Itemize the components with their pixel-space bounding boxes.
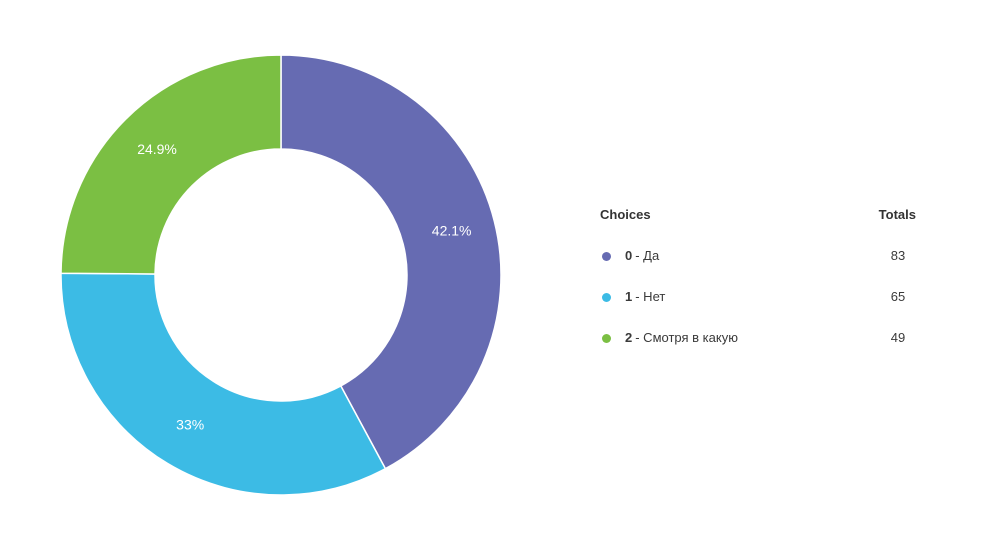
legend-item-label: 0- Да [625, 247, 868, 265]
legend-item-total: 83 [890, 248, 906, 263]
legend-header-choices: Choices [600, 207, 651, 222]
legend-dot-icon [602, 333, 611, 343]
donut-slice-1[interactable] [60, 272, 387, 496]
legend-item-total: 49 [890, 330, 906, 345]
donut-slice-2[interactable] [60, 54, 282, 275]
legend-item-text: - Смотря в какую [635, 330, 738, 345]
slice-percent-label-0: 42.1% [432, 223, 472, 239]
slice-percent-label-1: 33% [176, 416, 204, 432]
legend-item-total: 65 [890, 289, 906, 304]
legend-item-text: - Да [635, 248, 660, 263]
legend-header: Choices Totals [600, 206, 930, 224]
legend: Choices Totals 0- Да 83 1- Нет 65 2- Смо… [600, 206, 930, 370]
legend-header-totals: Totals [878, 207, 916, 222]
legend-item-code: 0 [625, 248, 633, 263]
donut-slice-0[interactable] [280, 54, 502, 470]
legend-item-1[interactable]: 1- Нет 65 [600, 288, 930, 306]
legend-item-text: - Нет [635, 289, 666, 304]
slice-percent-label-2: 24.9% [137, 141, 177, 157]
legend-dot-icon [602, 251, 611, 261]
donut-chart: 42.1% 33% 24.9% [60, 54, 502, 496]
legend-item-2[interactable]: 2- Смотря в какую 49 [600, 329, 930, 347]
legend-item-0[interactable]: 0- Да 83 [600, 247, 930, 265]
legend-item-label: 1- Нет [625, 288, 868, 306]
legend-item-code: 2 [625, 330, 633, 345]
legend-item-code: 1 [625, 289, 633, 304]
legend-item-label: 2- Смотря в какую [625, 329, 868, 347]
legend-dot-icon [602, 292, 611, 302]
